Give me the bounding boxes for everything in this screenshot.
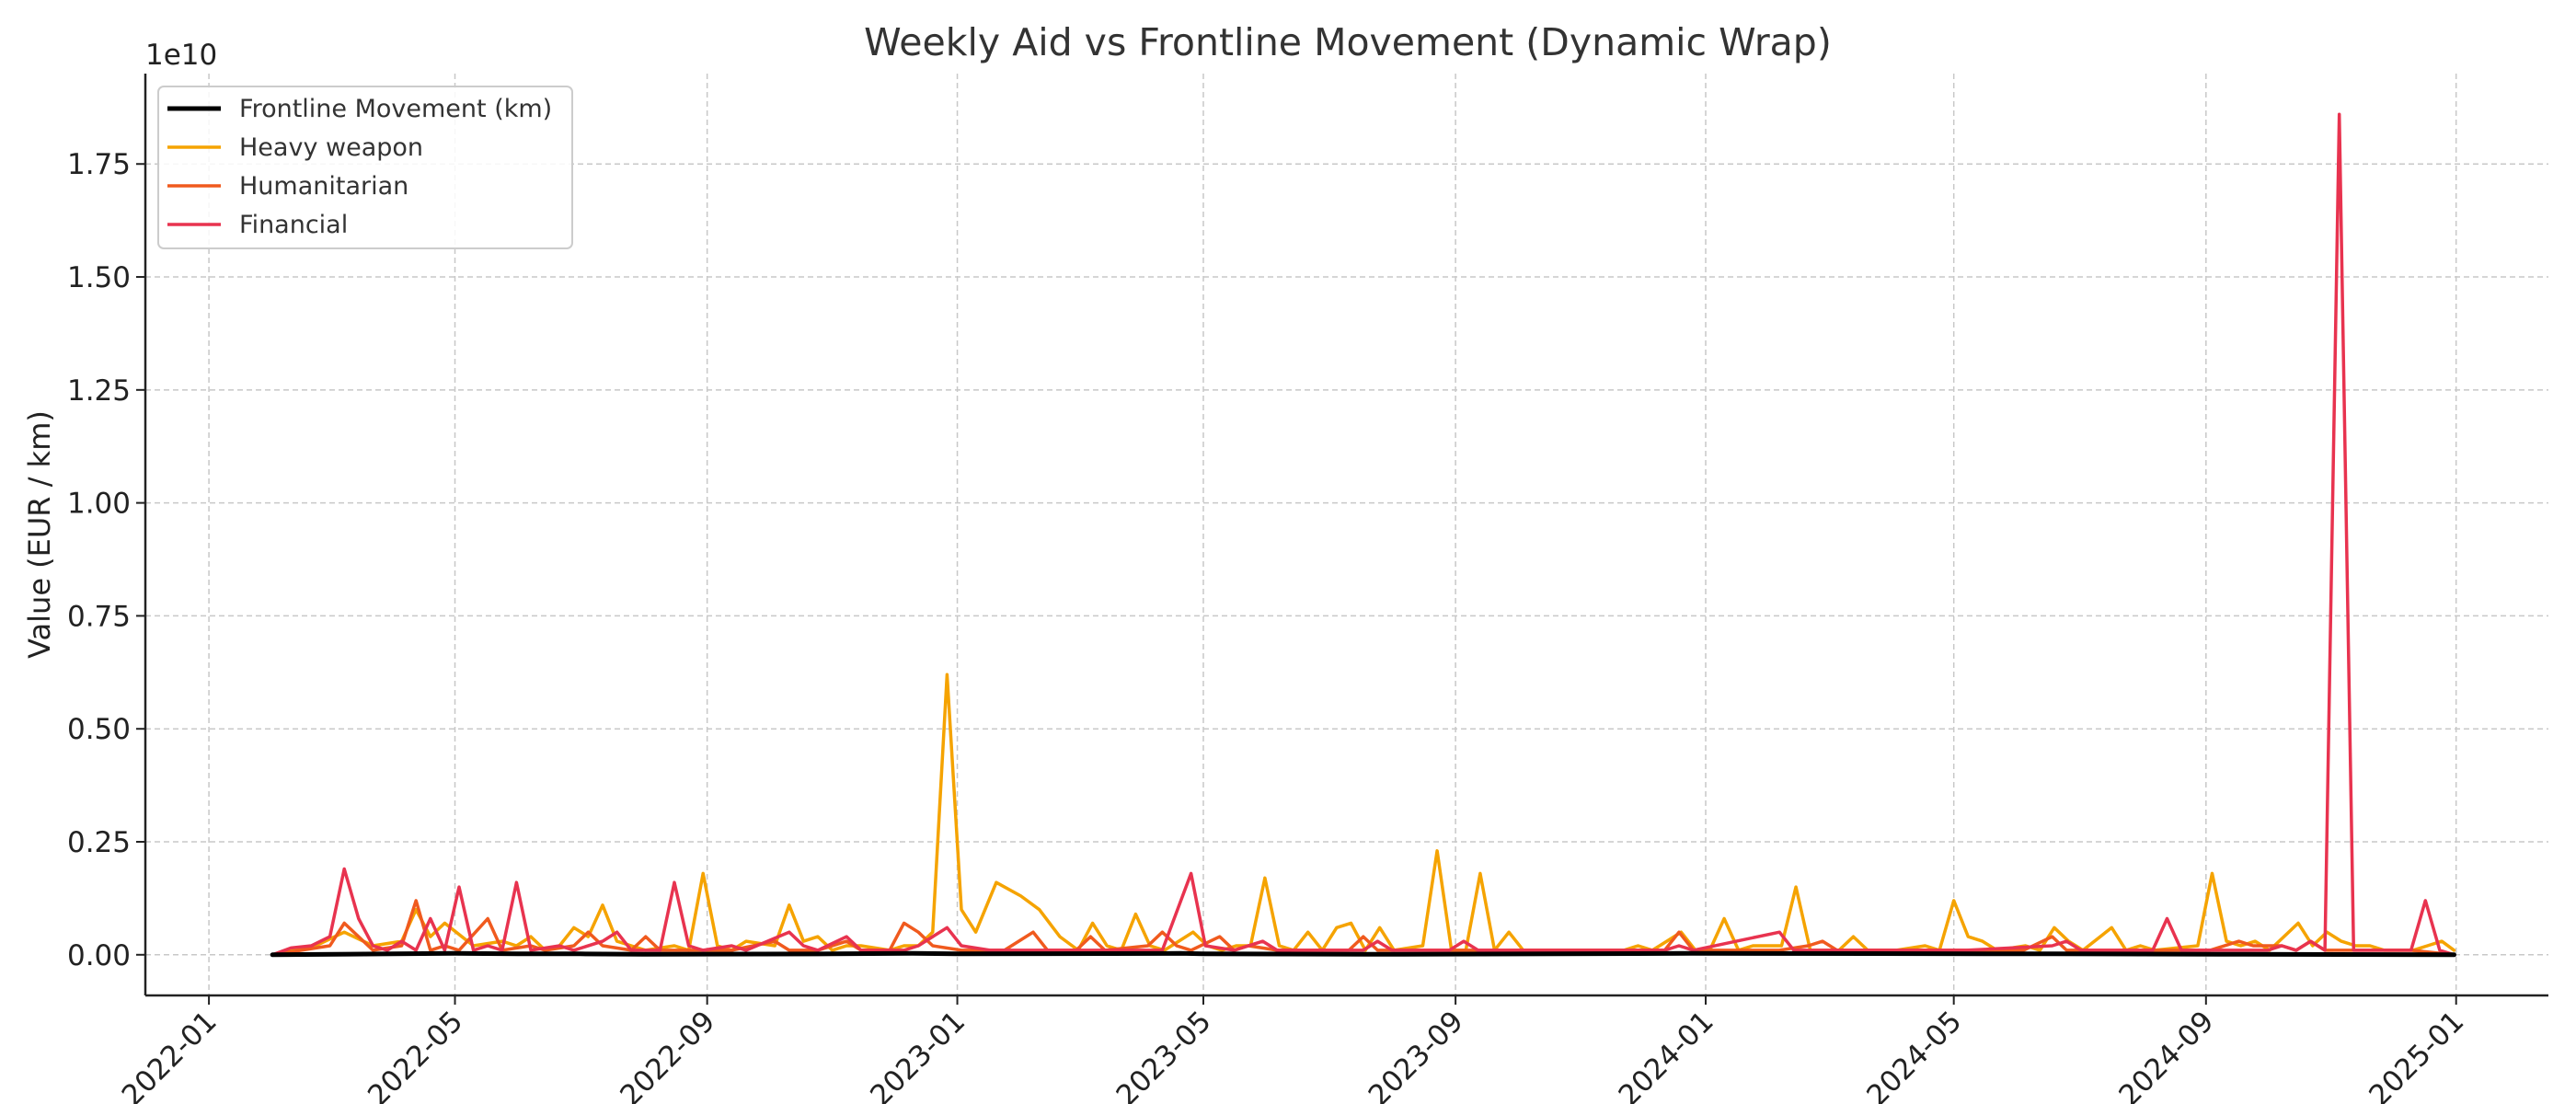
legend-label-1: Heavy weapon [239, 133, 423, 162]
series-lines [270, 112, 2456, 958]
x-tick-label: 2023-05 [1110, 1005, 1218, 1104]
y-tick-label: 0.25 [67, 826, 131, 859]
y-tick-label: 1.00 [67, 488, 131, 521]
x-tick-label: 2022-09 [614, 1005, 721, 1104]
x-tick-label: 2022-05 [362, 1005, 469, 1104]
legend: Frontline Movement (km) Heavy weapon Human… [157, 86, 573, 249]
y-tick-label: 1.75 [67, 148, 131, 181]
x-ticks: 2022-01 2022-05 2022-09 2023-01 2023-05 2023-… [116, 995, 2470, 1104]
x-tick-label: 2022-01 [116, 1005, 224, 1104]
legend-box [157, 86, 573, 249]
grid [145, 74, 2548, 995]
x-tick-label: 2023-01 [864, 1005, 972, 1104]
x-tick-label: 2025-01 [2363, 1005, 2470, 1104]
series-line-0 [270, 950, 2456, 958]
y-tick-label: 1.25 [67, 374, 131, 408]
y-axis-label: Value (EUR / km) [22, 410, 57, 659]
series-line-3 [270, 112, 2456, 957]
y-tick-label: 0.50 [67, 713, 131, 746]
legend-label-3: Financial [239, 211, 348, 239]
x-tick-label: 2024-09 [2112, 1005, 2220, 1104]
y-offset-label: 1e10 [145, 39, 217, 72]
y-ticks: 0.00 0.25 0.50 0.75 1.00 1.25 1.50 1.75 [67, 148, 145, 972]
y-tick-label: 0.75 [67, 600, 131, 633]
y-tick-label: 1.50 [67, 261, 131, 294]
chart-title: Weekly Aid vs Frontline Movement (Dynami… [864, 20, 1832, 64]
y-tick-label: 0.00 [67, 939, 131, 972]
x-tick-label: 2024-01 [1613, 1005, 1720, 1104]
x-tick-label: 2023-09 [1363, 1005, 1470, 1104]
legend-label-0: Frontline Movement (km) [239, 95, 552, 123]
x-tick-label: 2024-05 [1860, 1005, 1968, 1104]
legend-label-2: Humanitarian [239, 172, 408, 201]
series-line-1 [270, 673, 2456, 957]
